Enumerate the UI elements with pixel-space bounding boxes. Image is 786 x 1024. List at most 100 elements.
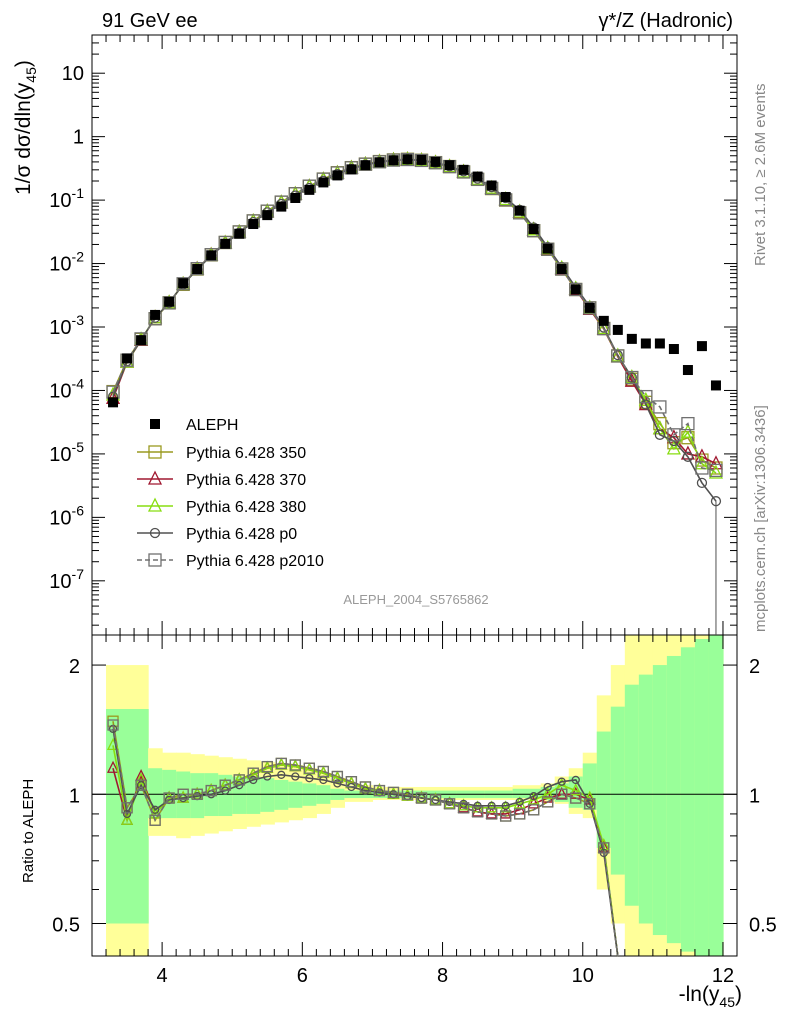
ratio-data-point bbox=[515, 797, 524, 807]
ratio-x-tick-label: 6 bbox=[297, 965, 308, 987]
ratio-data-point bbox=[529, 792, 538, 801]
main-data-point bbox=[666, 440, 681, 455]
ratio-data-point bbox=[345, 776, 358, 788]
aleph-data-point bbox=[430, 156, 441, 167]
x-axis-label: -ln(y45) bbox=[679, 983, 742, 1010]
main-y-tick-label: 10-1 bbox=[49, 185, 84, 212]
ratio-data-point bbox=[499, 810, 512, 822]
ratio-x-tick-label: 10 bbox=[572, 965, 594, 987]
ratio-band-green bbox=[638, 674, 654, 924]
ratio-data-point bbox=[471, 804, 484, 817]
ratio-data-point bbox=[583, 790, 596, 803]
aleph-data-point bbox=[598, 315, 609, 326]
ratio-data-point bbox=[501, 801, 510, 810]
aleph-data-point bbox=[276, 201, 287, 212]
legend-label: Pythia 6.428 370 bbox=[186, 472, 306, 489]
main-y-tick-label: 10-2 bbox=[49, 249, 84, 276]
ratio-y-tick-label: 0.5 bbox=[52, 914, 80, 936]
mcplots-label: mcplots.cern.ch [arXiv:1306.3436] bbox=[752, 405, 769, 632]
ratio-series-line bbox=[112, 724, 619, 957]
legend-marker bbox=[149, 527, 161, 539]
main-data-point bbox=[682, 451, 694, 462]
ratio-band-green bbox=[652, 665, 668, 936]
aleph-data-point bbox=[220, 238, 231, 249]
main-data-point bbox=[625, 370, 639, 385]
ratio-data-point bbox=[135, 779, 147, 791]
ratio-x-tick-label: 8 bbox=[437, 965, 448, 987]
ratio-data-point bbox=[457, 802, 470, 814]
main-data-point bbox=[695, 461, 709, 475]
main-data-point bbox=[626, 372, 637, 383]
main-data-point bbox=[696, 477, 708, 488]
ratio-data-point bbox=[415, 792, 428, 804]
legend-marker bbox=[147, 497, 163, 512]
ratio-data-point bbox=[471, 806, 484, 818]
ratio-data-point bbox=[570, 792, 582, 804]
ratio-data-point bbox=[598, 842, 610, 854]
ratio-band-green bbox=[596, 731, 612, 848]
main-data-point bbox=[204, 248, 218, 262]
ratio-data-point bbox=[514, 808, 526, 820]
legend-marker bbox=[148, 553, 162, 567]
ratio-data-point bbox=[233, 774, 245, 786]
ratio-data-point bbox=[528, 804, 540, 816]
main-data-point bbox=[667, 428, 681, 442]
legend-marker bbox=[147, 470, 163, 485]
ratio-data-point bbox=[557, 777, 566, 786]
aleph-data-point bbox=[332, 170, 343, 181]
aleph-data-point bbox=[388, 155, 399, 166]
ratio-data-point bbox=[122, 809, 132, 819]
aleph-data-point bbox=[514, 205, 525, 216]
aleph-data-point bbox=[402, 154, 413, 165]
main-y-tick-label: 10-7 bbox=[49, 566, 84, 593]
main-y-tick-label: 10 bbox=[62, 63, 84, 85]
ratio-x-tick-label: 4 bbox=[157, 965, 168, 987]
main-data-point bbox=[386, 153, 401, 167]
ratio-data-point bbox=[219, 779, 231, 791]
ratio-band-green bbox=[260, 778, 275, 812]
ratio-data-point bbox=[177, 788, 189, 800]
main-data-point bbox=[610, 347, 625, 362]
aleph-data-point bbox=[248, 219, 259, 230]
main-data-point bbox=[190, 262, 204, 276]
main-data-point bbox=[640, 399, 652, 410]
ratio-data-point bbox=[121, 812, 134, 825]
ratio-data-point bbox=[527, 796, 540, 809]
main-data-point bbox=[708, 455, 724, 470]
main-series-layer bbox=[105, 151, 724, 635]
main-data-point bbox=[569, 282, 583, 297]
main-y-tick-label: 1 bbox=[73, 127, 84, 149]
main-y-tick-label: 10-4 bbox=[49, 375, 84, 402]
ratio-series-layer bbox=[106, 715, 619, 957]
aleph-data-point bbox=[164, 296, 175, 307]
main-data-point bbox=[414, 153, 429, 168]
ratio-y-tick-label: 2 bbox=[69, 656, 80, 678]
rivet-label: Rivet 3.1.10, ≥ 2.6M events bbox=[752, 84, 769, 267]
ratio-data-point bbox=[275, 757, 287, 770]
main-data-point bbox=[358, 157, 373, 171]
ratio-data-point bbox=[149, 814, 161, 826]
legend-label: Pythia 6.428 380 bbox=[186, 499, 306, 516]
ratio-data-point bbox=[317, 765, 330, 778]
ratio-y-tick-label-right: 1 bbox=[749, 785, 760, 807]
ratio-data-point bbox=[387, 786, 400, 799]
aleph-data-point bbox=[640, 338, 651, 349]
legend-label: Pythia 6.428 p2010 bbox=[186, 553, 324, 570]
ratio-data-point bbox=[485, 800, 498, 813]
aleph-data-point bbox=[472, 171, 483, 182]
aleph-data-point bbox=[710, 380, 721, 391]
main-y-axis-label: 1/σ dσ/dln(y45) bbox=[12, 60, 39, 195]
ratio-data-point bbox=[305, 774, 314, 783]
ratio-data-point bbox=[499, 806, 512, 819]
ratio-data-point bbox=[429, 794, 442, 806]
main-data-point bbox=[708, 464, 724, 479]
ratio-data-point bbox=[555, 786, 568, 799]
ratio-data-point bbox=[373, 784, 386, 797]
ratio-data-point bbox=[333, 779, 342, 788]
ratio-data-point bbox=[249, 775, 258, 785]
ratio-series-line bbox=[112, 728, 619, 957]
ratio-band-green bbox=[624, 684, 640, 906]
main-data-point bbox=[612, 350, 623, 361]
aleph-data-point bbox=[346, 164, 357, 175]
